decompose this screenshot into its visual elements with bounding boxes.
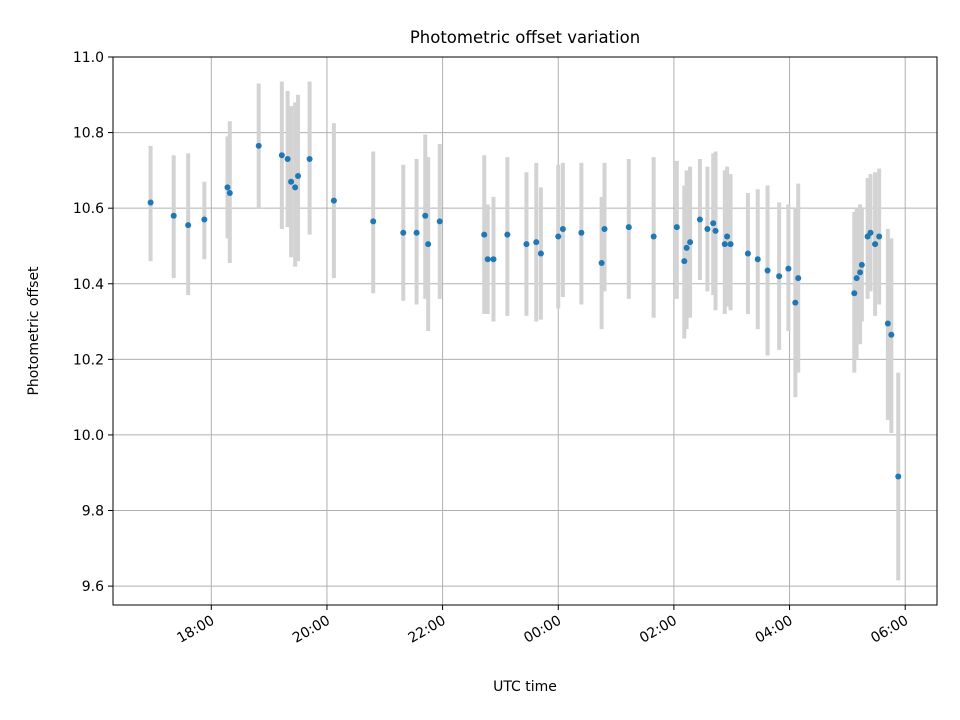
data-point-15 (400, 229, 407, 236)
data-point-54 (857, 269, 864, 276)
data-point-30 (598, 259, 605, 266)
data-point-55 (858, 261, 865, 268)
data-point-58 (872, 241, 879, 248)
data-point-36 (683, 244, 690, 251)
data-point-59 (876, 233, 883, 240)
data-point-23 (504, 231, 511, 238)
data-point-29 (578, 229, 585, 236)
data-point-44 (727, 241, 734, 248)
data-point-25 (533, 239, 540, 246)
data-point-22 (490, 256, 497, 263)
data-point-3 (201, 216, 208, 223)
data-point-47 (764, 267, 771, 274)
x-tick-label-6: 06:00 (868, 613, 911, 647)
data-point-20 (481, 231, 488, 238)
data-point-53 (853, 275, 860, 282)
data-point-52 (851, 290, 858, 297)
data-point-16 (413, 229, 420, 236)
data-point-61 (888, 331, 895, 338)
x-axis-label: UTC time (493, 679, 557, 695)
data-point-33 (650, 233, 657, 240)
x-axis-ticks: 18:00 20:00 22:00 00:00 02:00 04:00 06:00 (174, 605, 911, 647)
y-tick-label-3: 10.2 (73, 352, 104, 368)
x-tick-label-3: 00:00 (521, 613, 564, 647)
data-point-45 (744, 250, 751, 257)
data-point-21 (484, 256, 491, 263)
data-point-40 (710, 220, 717, 227)
y-tick-label-0: 9.6 (82, 579, 104, 595)
data-point-46 (754, 256, 761, 263)
y-tick-label-6: 10.8 (73, 126, 104, 142)
y-axis-ticks: 9.6 9.8 10.0 10.2 10.4 10.6 10.8 11.0 (73, 50, 113, 595)
data-point-17 (422, 212, 429, 219)
x-tick-label-5: 04:00 (753, 613, 796, 647)
x-tick-label-2: 22:00 (406, 613, 449, 647)
x-tick-label-0: 18:00 (174, 613, 217, 647)
y-axis-label: Photometric offset (26, 266, 42, 396)
data-point-37 (687, 239, 694, 246)
data-point-24 (523, 241, 530, 248)
error-bars (148, 81, 901, 581)
data-point-7 (278, 152, 285, 159)
y-tick-label-2: 10.0 (73, 428, 104, 444)
data-point-57 (867, 229, 874, 236)
y-tick-label-1: 9.8 (82, 504, 104, 520)
data-point-8 (284, 156, 291, 163)
data-point-11 (295, 173, 302, 180)
data-point-48 (776, 273, 783, 280)
data-point-51 (795, 275, 802, 282)
data-point-9 (288, 178, 295, 185)
data-point-34 (673, 224, 680, 231)
data-points (147, 142, 902, 480)
y-tick-label-5: 10.6 (73, 201, 104, 217)
data-point-6 (255, 142, 262, 149)
data-point-50 (792, 299, 799, 306)
data-point-27 (555, 233, 562, 240)
data-point-10 (292, 184, 299, 191)
plot-frame (112, 56, 938, 606)
data-point-1 (170, 212, 177, 219)
data-point-14 (370, 218, 377, 225)
x-tick-label-4: 02:00 (637, 613, 680, 647)
data-point-42 (721, 241, 728, 248)
data-point-26 (537, 250, 544, 257)
data-point-62 (895, 473, 902, 480)
data-point-49 (785, 265, 792, 272)
data-point-19 (436, 218, 443, 225)
data-point-38 (696, 216, 703, 223)
data-point-32 (625, 224, 632, 231)
data-point-4 (224, 184, 231, 191)
grid-lines (113, 56, 937, 605)
y-tick-label-4: 10.4 (73, 277, 104, 293)
data-point-35 (681, 258, 688, 265)
data-point-41 (712, 227, 719, 234)
chart-title: Photometric offset variation (410, 28, 640, 47)
y-tick-label-7: 11.0 (73, 50, 104, 66)
data-point-0 (147, 199, 154, 206)
data-point-18 (425, 241, 432, 248)
data-point-39 (704, 225, 711, 232)
data-point-5 (226, 190, 233, 197)
data-point-60 (884, 320, 891, 327)
x-tick-label-1: 20:00 (290, 613, 333, 647)
data-point-12 (306, 156, 313, 163)
data-point-2 (185, 222, 192, 229)
data-point-43 (724, 233, 731, 240)
data-point-31 (601, 225, 608, 232)
data-point-28 (559, 225, 566, 232)
data-point-13 (330, 197, 337, 204)
